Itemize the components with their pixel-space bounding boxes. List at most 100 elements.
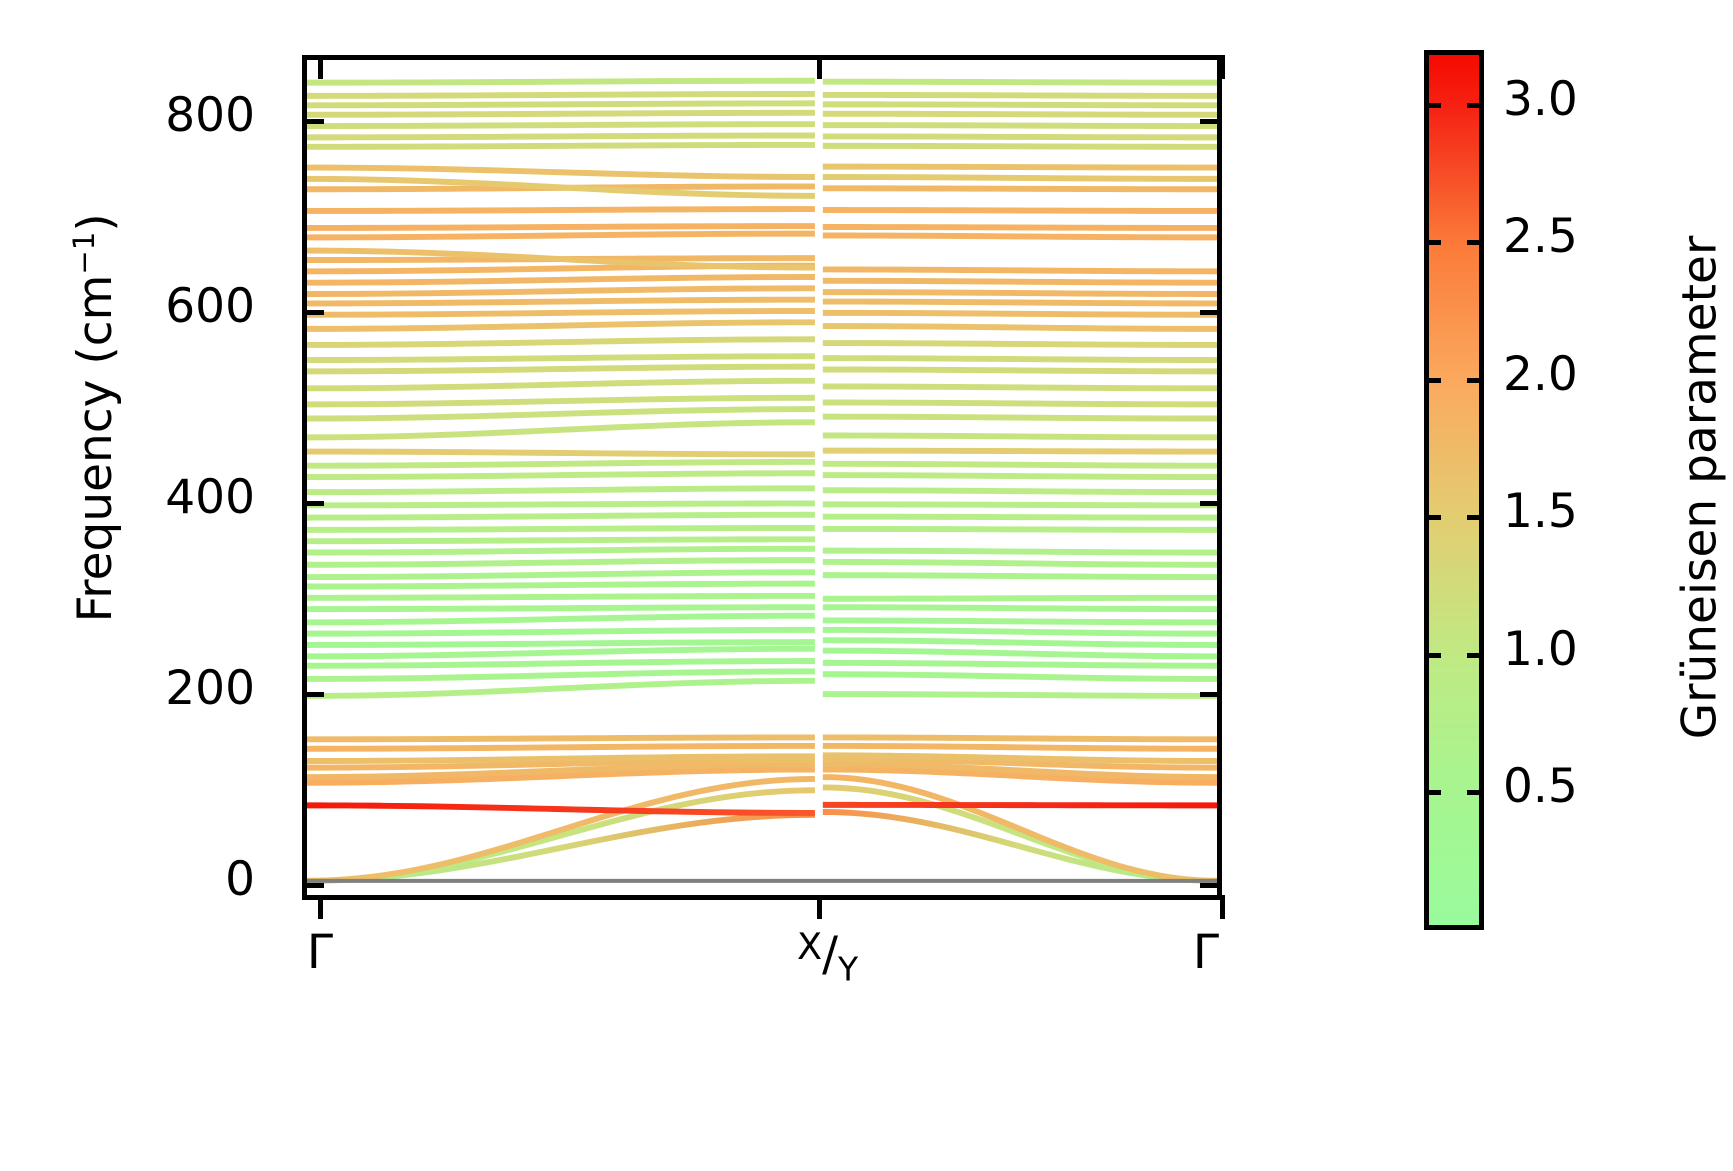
band-line xyxy=(307,525,815,533)
band-line xyxy=(307,296,815,307)
band-line xyxy=(307,757,815,771)
y-axis-tick xyxy=(1200,883,1222,889)
band-line xyxy=(307,639,815,648)
band-line xyxy=(307,734,815,743)
colorbar-tick xyxy=(1424,240,1441,245)
colorbar-tick xyxy=(1424,790,1441,795)
colorbar-tick-label: 2.5 xyxy=(1503,209,1578,264)
band-line xyxy=(822,174,1217,182)
band-line xyxy=(822,525,1217,533)
band-line xyxy=(307,319,815,332)
x-axis-tick xyxy=(1219,895,1225,919)
band-line xyxy=(307,363,815,375)
colorbar-frame xyxy=(1424,50,1484,930)
band-line xyxy=(822,766,1217,786)
band-line xyxy=(822,558,1217,568)
x-axis-tick xyxy=(817,895,822,919)
colorbar-tick-label: 1.0 xyxy=(1503,621,1578,677)
y-axis-tick-label: 0 xyxy=(225,852,255,908)
band-line xyxy=(822,626,1217,637)
band-line xyxy=(822,298,1217,307)
colorbar-tick xyxy=(1467,790,1484,795)
band-line xyxy=(822,809,1217,884)
band-line xyxy=(307,753,815,764)
band-line xyxy=(822,224,1217,231)
band-line xyxy=(307,394,815,408)
band-line xyxy=(307,557,815,568)
band-line xyxy=(307,569,815,581)
colorbar-tick xyxy=(1467,240,1484,245)
y-axis-tick-label: 600 xyxy=(165,279,255,335)
x-axis-tick-label: X/Y xyxy=(796,925,859,989)
band-line xyxy=(822,501,1217,509)
x-axis-tick-label: Γ xyxy=(1192,925,1220,980)
band-line xyxy=(822,383,1217,392)
band-line xyxy=(307,458,815,469)
colorbar-tick xyxy=(1467,102,1484,108)
band-line xyxy=(822,163,1217,171)
band-line xyxy=(822,413,1217,422)
band-line xyxy=(307,164,815,180)
band-line xyxy=(307,677,815,699)
band-line xyxy=(822,472,1217,480)
band-line xyxy=(822,784,1217,884)
band-line xyxy=(307,419,815,441)
colorbar-label: Grüneisen parameter xyxy=(1672,235,1728,740)
band-line xyxy=(822,447,1217,455)
band-line xyxy=(822,133,1217,141)
band-line xyxy=(822,122,1217,130)
y-axis-label-text: Frequency (cm xyxy=(67,274,123,623)
band-line xyxy=(307,109,815,118)
band-line xyxy=(307,470,815,480)
band-line xyxy=(307,230,815,241)
band-line xyxy=(822,547,1217,556)
band-line xyxy=(307,448,815,458)
colorbar-tick xyxy=(1424,377,1441,383)
colorbar-tick xyxy=(1424,102,1441,108)
band-line xyxy=(822,671,1217,682)
band-line xyxy=(822,647,1217,660)
band-line xyxy=(307,536,815,545)
colorbar-tick-label: 3.0 xyxy=(1503,71,1578,127)
band-line xyxy=(822,752,1217,764)
band-line xyxy=(307,485,815,496)
band-line xyxy=(307,612,815,626)
y-axis-tick-label: 800 xyxy=(165,88,255,144)
band-line xyxy=(307,406,815,422)
y-axis-tick-label: 200 xyxy=(165,661,255,717)
band-line xyxy=(822,734,1217,743)
band-line xyxy=(307,132,815,141)
band-line xyxy=(307,580,815,590)
band-line xyxy=(307,760,815,781)
band-line xyxy=(307,668,815,682)
band-line xyxy=(822,742,1217,752)
band-line xyxy=(822,78,1217,86)
band-line xyxy=(307,285,815,297)
band-line xyxy=(307,336,815,348)
colorbar-gradient xyxy=(1429,55,1479,925)
band-line xyxy=(307,626,815,637)
band-line xyxy=(822,760,1217,781)
x-axis-tick-label: Γ xyxy=(306,925,334,980)
y-axis-tick xyxy=(1200,310,1222,316)
y-axis-tick-label: 400 xyxy=(165,470,255,526)
x-axis-tick xyxy=(1219,55,1225,79)
colorbar-tick-label: 0.5 xyxy=(1503,759,1578,814)
band-line xyxy=(822,277,1217,286)
band-line xyxy=(822,432,1217,441)
y-axis-tick xyxy=(302,119,324,125)
band-line xyxy=(822,572,1217,581)
band-line xyxy=(822,323,1217,332)
y-axis-tick xyxy=(1200,501,1222,507)
band-line xyxy=(822,513,1217,521)
x-axis-tick xyxy=(817,55,822,79)
band-line xyxy=(822,110,1217,118)
band-line xyxy=(822,594,1217,602)
band-line xyxy=(307,77,815,86)
band-line xyxy=(307,274,815,286)
band-line xyxy=(307,90,815,99)
band-line xyxy=(307,175,815,199)
y-axis-tick xyxy=(1200,119,1222,125)
band-line xyxy=(307,604,815,613)
